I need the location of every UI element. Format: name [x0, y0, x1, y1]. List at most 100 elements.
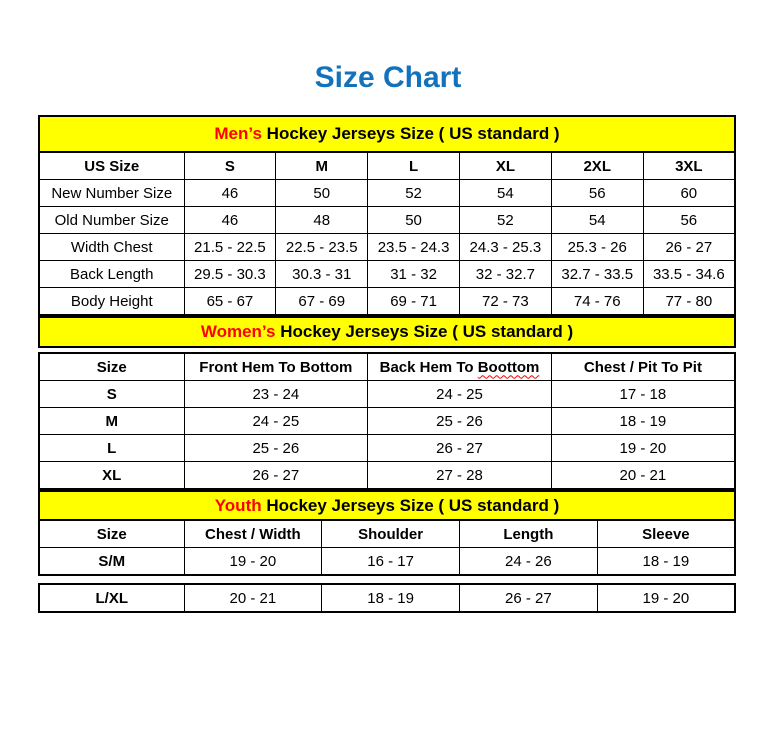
cell: 25.3 - 26 — [550, 233, 644, 261]
row-label: New Number Size — [38, 179, 185, 207]
row-label: L — [38, 434, 185, 462]
row-label: Back Length — [38, 260, 185, 288]
cell: 54 — [550, 206, 644, 234]
cell: 23.5 - 24.3 — [367, 233, 460, 261]
men-row-back-length: Back Length 29.5 - 30.3 30.3 - 31 31 - 3… — [38, 260, 736, 288]
cell: 30.3 - 31 — [275, 260, 369, 288]
cell: 54 — [458, 179, 552, 207]
men-banner-row: Men’s Hockey Jerseys Size ( US standard … — [38, 115, 736, 153]
cell: 27 - 28 — [367, 461, 552, 490]
cell: 26 - 27 — [183, 461, 369, 490]
women-row-xl: XL 26 - 27 27 - 28 20 - 21 — [38, 461, 736, 490]
cell: 18 - 19 — [321, 583, 460, 613]
cell: 65 - 67 — [183, 287, 277, 316]
men-col-2xl: 2XL — [550, 151, 644, 180]
men-col-s: S — [183, 151, 277, 180]
women-row-s: S 23 - 24 24 - 25 17 - 18 — [38, 380, 736, 408]
women-table-banner: Women’s Hockey Jerseys Size ( US standar… — [38, 316, 736, 348]
row-label: Body Height — [38, 287, 185, 316]
row-label: L/XL — [38, 583, 185, 613]
men-col-l: L — [367, 151, 460, 180]
youth-col-sleeve: Sleeve — [596, 519, 736, 548]
women-col-back-hem: Back Hem To Boottom — [367, 352, 552, 381]
men-header-row: US Size S M L XL 2XL 3XL — [38, 151, 736, 180]
men-row-width-chest: Width Chest 21.5 - 22.5 22.5 - 23.5 23.5… — [38, 233, 736, 261]
cell: 16 - 17 — [321, 547, 460, 576]
cell: 20 - 21 — [550, 461, 736, 490]
men-row-new-number-size: New Number Size 46 50 52 54 56 60 — [38, 179, 736, 207]
size-chart-tables: Men’s Hockey Jerseys Size ( US standard … — [38, 115, 736, 613]
cell: 26 - 27 — [459, 583, 598, 613]
cell: 24 - 25 — [183, 407, 369, 435]
women-col-size: Size — [38, 352, 185, 381]
cell: 33.5 - 34.6 — [642, 260, 736, 288]
cell: 46 — [183, 206, 277, 234]
cell: 19 - 20 — [550, 434, 736, 462]
men-col-3xl: 3XL — [642, 151, 736, 180]
youth-col-size: Size — [38, 519, 185, 548]
youth-row-sm: S/M 19 - 20 16 - 17 24 - 26 18 - 19 — [38, 547, 736, 576]
cell: 26 - 27 — [367, 434, 552, 462]
women-row-m: M 24 - 25 25 - 26 18 - 19 — [38, 407, 736, 435]
cell: 31 - 32 — [367, 260, 460, 288]
youth-size-table: Youth Hockey Jerseys Size ( US standard … — [38, 490, 736, 576]
back-hem-label: Back Hem To — [379, 358, 474, 376]
cell: 24 - 25 — [367, 380, 552, 408]
men-col-us-size: US Size — [38, 151, 185, 180]
men-size-table: Men’s Hockey Jerseys Size ( US standard … — [38, 115, 736, 316]
row-label: XL — [38, 461, 185, 490]
youth-col-length: Length — [459, 519, 598, 548]
cell: 23 - 24 — [183, 380, 369, 408]
cell: 50 — [367, 206, 460, 234]
cell: 20 - 21 — [183, 583, 323, 613]
row-label: M — [38, 407, 185, 435]
women-col-chest: Chest / Pit To Pit — [550, 352, 736, 381]
cell: 67 - 69 — [275, 287, 369, 316]
cell: 25 - 26 — [183, 434, 369, 462]
men-table-banner: Men’s Hockey Jerseys Size ( US standard … — [38, 115, 736, 153]
page-title: Size Chart — [314, 61, 462, 94]
cell: 19 - 20 — [183, 547, 323, 576]
women-col-front-hem: Front Hem To Bottom — [183, 352, 369, 381]
men-row-body-height: Body Height 65 - 67 67 - 69 69 - 71 72 -… — [38, 287, 736, 316]
youth-col-shoulder: Shoulder — [321, 519, 460, 548]
back-hem-typo: Boottom — [477, 358, 540, 376]
youth-col-chest-width: Chest / Width — [183, 519, 323, 548]
cell: 25 - 26 — [367, 407, 552, 435]
youth-table-banner: Youth Hockey Jerseys Size ( US standard … — [38, 490, 736, 521]
women-row-l: L 25 - 26 26 - 27 19 - 20 — [38, 434, 736, 462]
cell: 18 - 19 — [550, 407, 736, 435]
cell: 72 - 73 — [458, 287, 552, 316]
women-size-table: Size Front Hem To Bottom Back Hem To Boo… — [38, 352, 736, 490]
cell: 52 — [458, 206, 552, 234]
cell: 69 - 71 — [367, 287, 460, 316]
men-banner-highlight: Men’s — [214, 124, 262, 143]
youth-banner-row: Youth Hockey Jerseys Size ( US standard … — [38, 490, 736, 521]
cell: 48 — [275, 206, 369, 234]
cell: 24.3 - 25.3 — [458, 233, 552, 261]
row-label: S/M — [38, 547, 185, 576]
cell: 32 - 32.7 — [458, 260, 552, 288]
cell: 21.5 - 22.5 — [183, 233, 277, 261]
cell: 19 - 20 — [596, 583, 736, 613]
cell: 52 — [367, 179, 460, 207]
men-row-old-number-size: Old Number Size 46 48 50 52 54 56 — [38, 206, 736, 234]
row-label: S — [38, 380, 185, 408]
cell: 18 - 19 — [596, 547, 736, 576]
women-header-row: Size Front Hem To Bottom Back Hem To Boo… — [38, 352, 736, 381]
cell: 26 - 27 — [642, 233, 736, 261]
cell: 77 - 80 — [642, 287, 736, 316]
row-label: Old Number Size — [38, 206, 185, 234]
youth-header-row: Size Chest / Width Shoulder Length Sleev… — [38, 519, 736, 548]
men-col-m: M — [275, 151, 369, 180]
youth-row-lxl: L/XL 20 - 21 18 - 19 26 - 27 19 - 20 — [38, 583, 736, 613]
women-banner-highlight: Women’s — [200, 322, 276, 341]
cell: 22.5 - 23.5 — [275, 233, 369, 261]
cell: 56 — [642, 206, 736, 234]
cell: 50 — [275, 179, 369, 207]
cell: 60 — [642, 179, 736, 207]
men-banner-text: Hockey Jerseys Size ( US standard ) — [266, 124, 560, 143]
youth-banner-text: Hockey Jerseys Size ( US standard ) — [266, 495, 560, 515]
row-label: Width Chest — [38, 233, 185, 261]
cell: 32.7 - 33.5 — [550, 260, 644, 288]
